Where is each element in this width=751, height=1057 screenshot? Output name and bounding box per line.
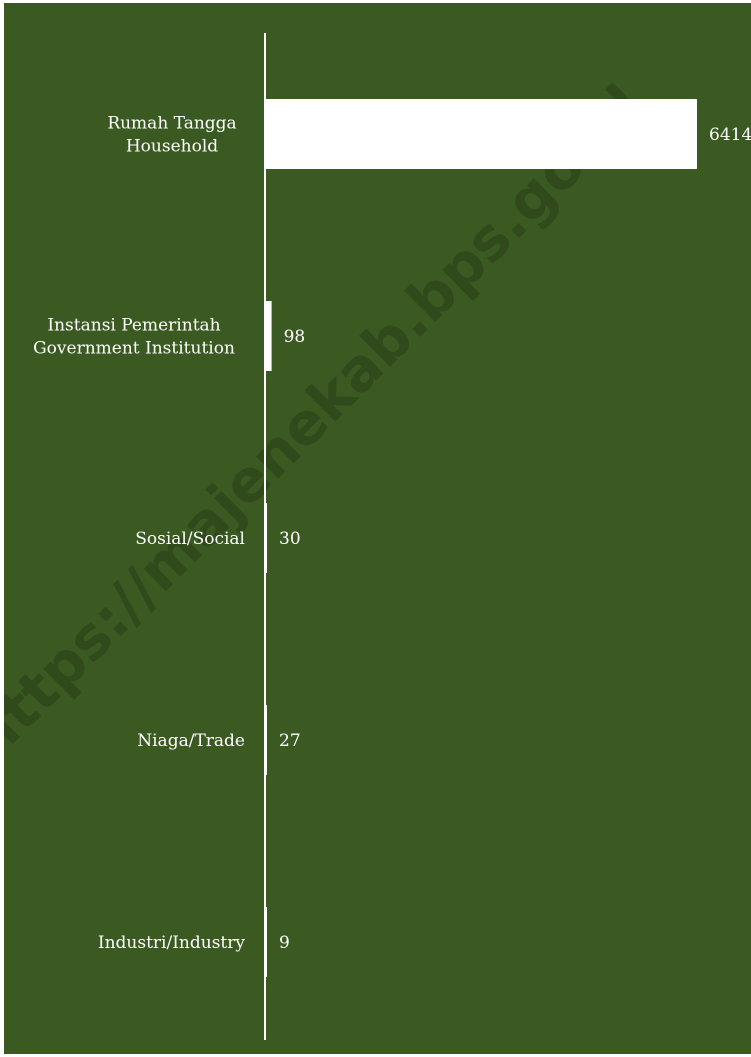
watermark: https://majenekab.bps.go.id [4,72,657,773]
category-labels: Rumah Tangga Household Instansi Pemerintah… [33,114,245,954]
category-label-0: Rumah Tangga Household [107,114,236,157]
category-label-1: Instansi Pemerintah Government Institutio… [33,316,235,359]
bar-chart: https://majenekab.bps.go.id Rumah Tangga… [4,33,751,1040]
bars [265,99,697,977]
category-label-2: Sosial/Social [135,529,245,549]
value-label-2: 30 [279,529,301,549]
category-label-3: Niaga/Trade [137,731,245,751]
category-label-4: Industri/Industry [98,933,246,953]
watermark-text: https://majenekab.bps.go.id [4,72,657,773]
bar-2 [265,503,268,573]
bar-0 [265,99,697,169]
bar-1 [265,301,272,371]
value-label-3: 27 [279,731,301,751]
value-labels: 6414 98 30 27 9 [279,125,751,953]
value-label-4: 9 [279,933,290,953]
value-label-1: 98 [284,327,306,347]
value-label-0: 6414 [709,125,751,145]
